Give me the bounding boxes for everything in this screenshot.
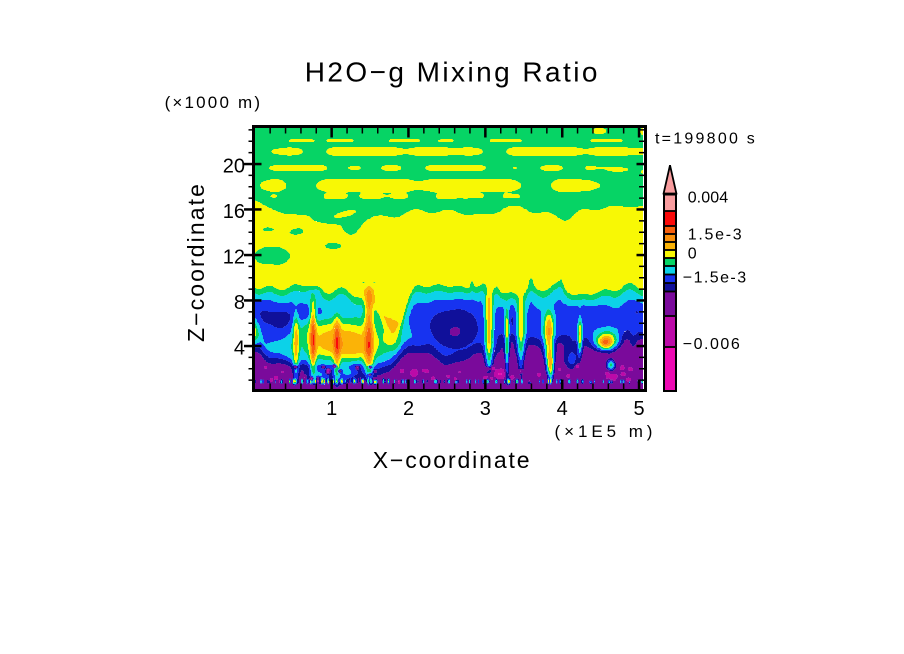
svg-text:4: 4: [557, 398, 568, 420]
svg-text:H2O−g Mixing Ratio: H2O−g Mixing Ratio: [305, 57, 600, 88]
svg-text:2: 2: [403, 398, 414, 420]
svg-text:(×1000 m): (×1000 m): [165, 93, 263, 112]
svg-text:12: 12: [223, 247, 245, 269]
svg-text:5: 5: [633, 398, 644, 420]
svg-text:−1.5e-3: −1.5e-3: [683, 270, 748, 287]
svg-text:4: 4: [234, 338, 245, 360]
svg-text:1.5e-3: 1.5e-3: [688, 226, 744, 243]
svg-text:0.004: 0.004: [688, 189, 729, 206]
svg-text:8: 8: [234, 292, 245, 314]
svg-text:20: 20: [223, 156, 245, 178]
svg-text:−0.006: −0.006: [683, 336, 741, 353]
svg-text:1: 1: [326, 398, 337, 420]
svg-text:(×1E5 m): (×1E5 m): [555, 422, 657, 441]
svg-text:3: 3: [480, 398, 491, 420]
svg-text:0: 0: [688, 246, 697, 263]
svg-text:X−coordinate: X−coordinate: [373, 447, 532, 473]
svg-text:Z−coordinate: Z−coordinate: [183, 182, 209, 342]
svg-text:t=199800 s: t=199800 s: [655, 131, 757, 148]
svg-text:16: 16: [223, 201, 245, 223]
